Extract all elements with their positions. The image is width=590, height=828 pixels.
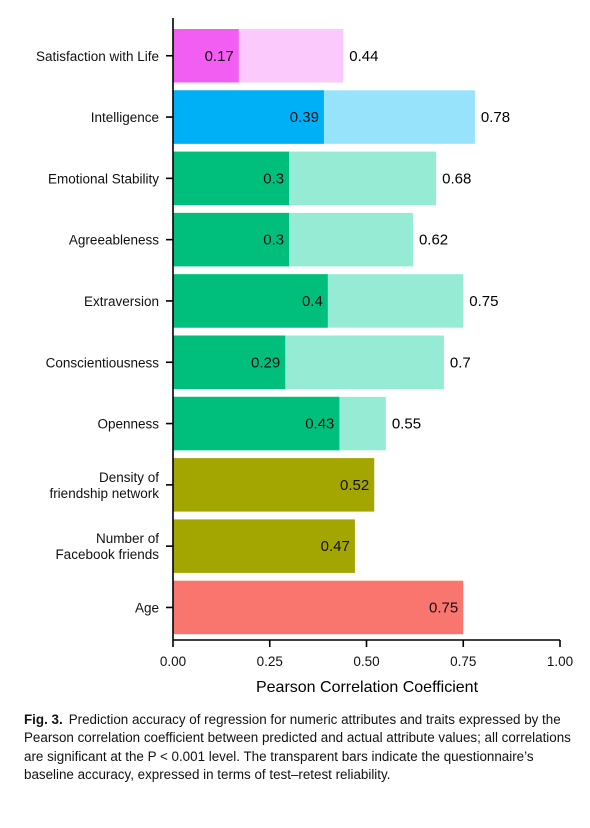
category-label-emotional-stability: Emotional Stability: [48, 171, 159, 186]
x-tick-label: 0.50: [353, 654, 379, 669]
category-label-number-of-facebook-friends: Number of Facebook friends: [55, 531, 159, 562]
category-label-openness: Openness: [97, 417, 159, 432]
prediction-bar-intelligence: [173, 90, 324, 144]
x-tick-label: 0.75: [450, 654, 476, 669]
prediction-value-label: 0.75: [429, 599, 458, 616]
prediction-bar-density-of-friendship-network: [173, 458, 375, 512]
prediction-bar-age: [173, 580, 464, 635]
prediction-bar-extraversion: [173, 274, 328, 328]
prediction-bar-openness: [173, 396, 340, 451]
category-label-conscientiousness: Conscientiousness: [46, 355, 160, 370]
x-tick-label: 0.00: [160, 654, 186, 669]
baseline-value-label: 0.78: [481, 109, 510, 126]
baseline-value-label: 0.75: [469, 293, 498, 310]
bar-chart: Satisfaction with Life Intelligence Emotio…: [36, 18, 573, 696]
prediction-value-label: 0.43: [305, 416, 334, 433]
x-axis: 0.00 0.25 0.50 0.75 1.00: [160, 639, 573, 669]
category-label-satisfaction-with-life: Satisfaction with Life: [36, 49, 159, 64]
prediction-bar-agreeableness: [173, 212, 290, 267]
category-label-intelligence: Intelligence: [91, 110, 159, 125]
prediction-value-label: 0.3: [263, 232, 284, 249]
caption-label: Fig. 3.: [24, 712, 63, 727]
baseline-value-label: 0.7: [450, 354, 471, 371]
y-axis: [166, 18, 174, 640]
baseline-value-label: 0.44: [349, 48, 378, 65]
prediction-bars: [173, 29, 464, 635]
prediction-value-label: 0.29: [251, 354, 280, 371]
category-label-density-of-friendship-network: Density of friendship network: [49, 470, 159, 501]
baseline-value-label: 0.55: [392, 416, 421, 433]
category-label-extraversion: Extraversion: [84, 294, 159, 309]
x-tick-label: 1.00: [547, 654, 573, 669]
category-label-age: Age: [135, 600, 159, 615]
data-labels: 0.44 0.17 0.78 0.39 0.68 0.3 0.62 0.3 0.75 0.4 0.7…: [205, 48, 510, 617]
baseline-value-label: 0.68: [442, 170, 471, 187]
prediction-bar-satisfaction-with-life: [173, 29, 239, 83]
baseline-value-label: 0.62: [419, 232, 448, 249]
prediction-value-label: 0.47: [321, 538, 350, 555]
prediction-bar-number-of-facebook-friends: [173, 519, 355, 573]
x-tick-label: 0.25: [257, 654, 283, 669]
category-labels: Satisfaction with Life Intelligence Emotio…: [36, 49, 159, 616]
x-axis-title: Pearson Correlation Coefficient: [256, 679, 479, 696]
prediction-value-label: 0.3: [263, 170, 284, 187]
figure-caption: Fig. 3. Prediction accuracy of regression…: [24, 711, 572, 785]
prediction-value-label: 0.17: [205, 48, 234, 65]
prediction-value-label: 0.4: [302, 293, 323, 310]
prediction-bar-conscientiousness: [173, 335, 286, 389]
caption-text: Prediction accuracy of regression for nu…: [24, 712, 571, 783]
category-label-agreeableness: Agreeableness: [69, 233, 159, 248]
prediction-value-label: 0.39: [290, 109, 319, 126]
prediction-value-label: 0.52: [340, 477, 369, 494]
prediction-bar-emotional-stability: [173, 151, 290, 206]
